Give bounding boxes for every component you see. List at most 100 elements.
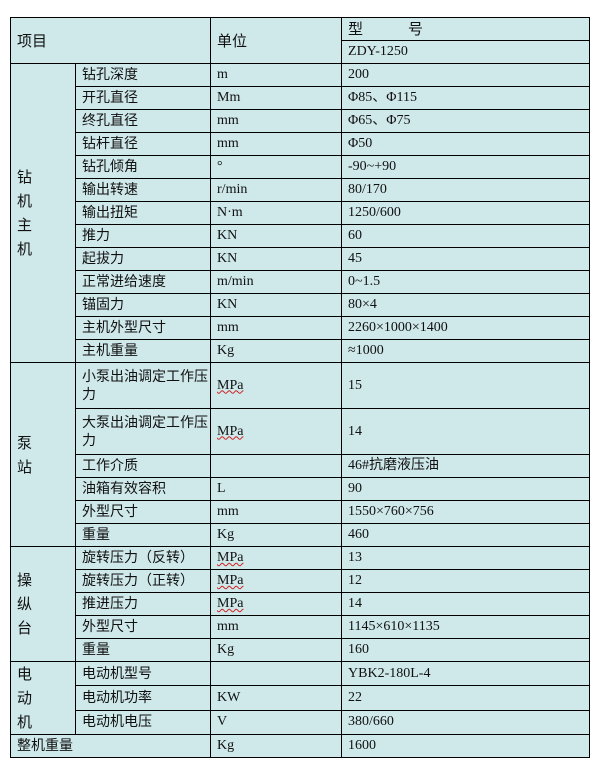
value-cell-text: 90: [348, 481, 363, 496]
item-cell: 小泵出油调定工作压力: [74, 362, 212, 409]
header-unit: 单位: [210, 17, 343, 64]
value-cell: Φ50: [341, 132, 591, 156]
value-cell: 160: [341, 638, 591, 662]
value-cell-text: 460: [348, 527, 370, 542]
unit-cell: Mm: [210, 86, 343, 110]
item-cell-text: 钻杆直径: [82, 136, 138, 152]
unit-cell: r/min: [210, 178, 343, 202]
table-row: 外型尺寸 mm 1145×610×1135: [11, 615, 591, 639]
item-cell-text: 旋转压力（正转）: [82, 573, 194, 589]
table-row: 泵 站小泵出油调定工作压力 MPa 15: [10, 362, 591, 547]
unit-cell: m: [210, 63, 343, 87]
header-row: 项目 单位 型 号: [9, 17, 591, 64]
total-value: 1600: [341, 734, 591, 758]
value-cell-text: 380/660: [348, 714, 394, 730]
item-cell-text: 输出转速: [82, 182, 138, 198]
table-row: 油箱有效容积 L 90: [11, 477, 591, 501]
unit-cell-text: mm: [217, 136, 239, 151]
table-row: 主机外型尺寸 mm 2260×1000×1400: [11, 316, 591, 340]
table-row: 钻孔倾角 ° -90~+90: [11, 155, 591, 179]
value-cell-text: 80×4: [348, 297, 377, 312]
table-row: 锚固力 KN 80×4: [11, 293, 591, 317]
value-cell: ≈1000: [341, 339, 591, 363]
item-cell-text: 外型尺寸: [82, 504, 138, 520]
unit-cell-text: Kg: [217, 642, 235, 657]
value-cell-text: 60: [348, 228, 363, 243]
unit-cell: Kg: [210, 339, 343, 363]
table-row: 开孔直径 Mm Φ85、Φ115: [11, 86, 591, 110]
value-cell-text: 12: [348, 573, 363, 588]
unit-cell-text: mm: [217, 113, 239, 128]
item-cell: 起拔力: [74, 247, 212, 271]
item-cell-text: 推力: [82, 228, 110, 244]
value-cell-text: 2260×1000×1400: [348, 320, 448, 335]
value-cell-text: 160: [348, 642, 370, 657]
table-row: 旋转压力（正转） MPa 12: [11, 569, 591, 593]
value-cell: 1250/600: [341, 201, 591, 225]
item-cell: 主机外型尺寸: [74, 316, 212, 340]
value-cell: 80/170: [341, 178, 591, 202]
unit-cell: MPa: [210, 408, 343, 455]
value-cell: 200: [341, 63, 591, 87]
item-cell-text: 输出扭矩: [82, 205, 138, 221]
unit-cell: m/min: [210, 270, 343, 294]
group-label: 操 纵 台: [10, 546, 76, 662]
item-cell: 主机重量: [74, 339, 212, 363]
item-cell-text: 锚固力: [82, 297, 124, 313]
item-cell: 重量: [74, 523, 212, 547]
value-cell: 45: [341, 247, 591, 271]
unit-cell: °: [210, 155, 343, 179]
item-cell: 正常进给速度: [74, 270, 212, 294]
item-cell: 电动机功率: [74, 685, 212, 711]
group-label: 泵 站: [10, 362, 76, 547]
item-cell-text: 大泵出油调定工作压力: [82, 414, 208, 449]
value-cell-text: 46#抗磨液压油: [348, 458, 440, 473]
unit-cell: Kg: [210, 523, 343, 547]
table-row: 正常进给速度 m/min 0~1.5: [11, 270, 591, 294]
unit-cell: [210, 454, 343, 478]
item-cell: 旋转压力（反转）: [74, 546, 212, 570]
table-row: 电动机电压 V 380/660: [11, 709, 591, 736]
item-cell: 输出转速: [74, 178, 212, 202]
item-cell: 重量: [74, 638, 212, 662]
unit-cell: KW: [210, 685, 343, 711]
value-cell: 0~1.5: [341, 270, 591, 294]
value-cell-text: YBK2-180L-4: [348, 665, 431, 681]
value-cell: Φ85、Φ115: [341, 86, 591, 110]
item-cell: 钻杆直径: [74, 132, 212, 156]
value-cell: 12: [341, 569, 591, 593]
table-row: 操 纵 台旋转压力（反转） MPa 13: [10, 546, 591, 662]
item-cell-text: 油箱有效容积: [82, 481, 166, 497]
unit-cell: mm: [210, 132, 343, 156]
table-row: 终孔直径 mm Φ65、Φ75: [11, 109, 591, 133]
header-model-label: 型 号: [341, 17, 591, 41]
value-cell-text: 15: [348, 377, 363, 393]
unit-cell-text: mm: [217, 504, 239, 519]
unit-cell-text: m: [217, 67, 228, 82]
unit-cell-text: °: [217, 159, 223, 174]
unit-cell: [210, 660, 343, 687]
value-cell-text: 80/170: [348, 182, 387, 197]
unit-cell: KN: [210, 224, 343, 248]
unit-cell-text: KW: [217, 689, 241, 705]
value-cell-text: 1250/600: [348, 205, 401, 220]
item-cell-text: 开孔直径: [82, 90, 138, 106]
unit-cell: MPa: [210, 592, 343, 616]
total-unit: Kg: [210, 734, 343, 758]
header-model: ZDY-1250: [341, 40, 591, 64]
unit-cell: KN: [210, 293, 343, 317]
unit-cell: MPa: [210, 546, 343, 570]
unit-cell-text: KN: [217, 251, 238, 266]
item-cell-text: 工作介质: [82, 458, 138, 474]
item-cell-text: 电动机功率: [82, 689, 152, 706]
value-cell-text: 45: [348, 251, 363, 266]
value-cell: 380/660: [341, 709, 591, 736]
item-cell: 推进压力: [74, 592, 212, 616]
item-cell: 外型尺寸: [74, 500, 212, 524]
item-cell-text: 重量: [82, 642, 110, 658]
unit-cell-text: mm: [217, 619, 239, 634]
item-cell: 电动机型号: [74, 660, 212, 687]
value-cell: 2260×1000×1400: [341, 316, 591, 340]
group-label: 电 动 机: [10, 661, 76, 735]
item-cell-text: 外型尺寸: [82, 619, 138, 635]
